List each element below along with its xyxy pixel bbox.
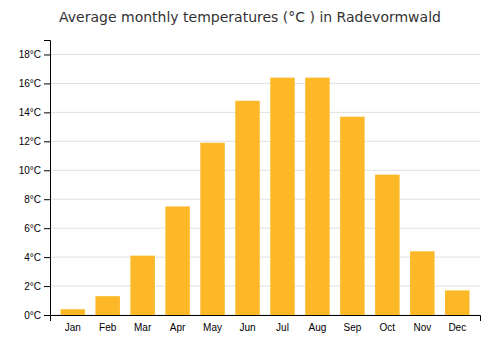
tick-label: Sep: [343, 322, 361, 333]
bar: [95, 296, 119, 315]
x-tick: Oct: [380, 322, 396, 333]
tick-label: Jun: [239, 322, 255, 333]
plot: 0°C 2°C 4°C 6°C 8°C 10°C 12°C 14°C 16°C 18°C Jan Fe…: [19, 41, 481, 334]
title: Average monthly temperatures (°C ) in Ra…: [59, 9, 441, 25]
y-tick: 4°C: [24, 252, 50, 263]
x-tick: Jun: [239, 322, 255, 333]
tick-label: Jul: [276, 322, 289, 333]
tick-mark: [44, 112, 50, 113]
x-tick: Sep: [343, 322, 361, 333]
x-axis: Jan Feb Mar Apr May Jun Jul Aug Sep Oct Nov Dec: [51, 316, 481, 334]
x-tick: Apr: [170, 322, 186, 333]
y-axis: 0°C 2°C 4°C 6°C 8°C 10°C 12°C 14°C 16°C 18°C: [19, 41, 51, 321]
axis-line: [44, 41, 51, 316]
tick-label: 0°C: [24, 310, 41, 321]
tick-label: Feb: [99, 322, 117, 333]
x-tick: Dec: [448, 322, 466, 333]
tick-label: 12°C: [19, 136, 41, 147]
tick-mark: [44, 199, 50, 200]
tick-label: Nov: [413, 322, 431, 333]
grid-line: [50, 141, 480, 142]
y-tick: 6°C: [24, 223, 50, 234]
tick-mark: [44, 257, 50, 258]
y-tick: 10°C: [19, 165, 50, 176]
chart: Average monthly temperatures (°C ) in Ra…: [0, 0, 500, 350]
y-tick: 14°C: [19, 107, 50, 118]
tick-mark: [44, 228, 50, 229]
grid-line: [50, 170, 480, 171]
tick-label: 4°C: [24, 252, 41, 263]
y-tick: 12°C: [19, 136, 50, 147]
tick-label: Aug: [309, 322, 327, 333]
bar: [165, 206, 189, 315]
tick-mark: [44, 141, 50, 142]
grid-line: [50, 83, 480, 84]
tick-label: Jan: [65, 322, 81, 333]
tick-mark: [44, 54, 50, 55]
tick-mark: [44, 83, 50, 84]
grid: [50, 54, 480, 315]
bar: [60, 309, 84, 315]
x-tick: Jul: [276, 322, 289, 333]
bars: [60, 78, 469, 315]
bar: [410, 251, 434, 315]
tick-label: 10°C: [19, 165, 41, 176]
tick-label: Dec: [448, 322, 466, 333]
tick-label: Apr: [170, 322, 186, 333]
tick-mark: [44, 315, 50, 316]
x-tick: Mar: [134, 322, 152, 333]
tick-mark: [44, 286, 50, 287]
x-tick: Jan: [65, 322, 81, 333]
grid-line: [50, 54, 480, 55]
bar: [445, 290, 469, 315]
y-tick: 18°C: [19, 49, 50, 60]
tick-label: 14°C: [19, 107, 41, 118]
y-tick: 8°C: [24, 194, 50, 205]
bar: [130, 256, 154, 315]
axis-line: [51, 316, 481, 322]
grid-line: [50, 199, 480, 200]
tick-label: 8°C: [24, 194, 41, 205]
tick-label: May: [203, 322, 222, 333]
tick-label: 16°C: [19, 78, 41, 89]
x-tick: Aug: [309, 322, 327, 333]
x-tick: Nov: [413, 322, 431, 333]
tick-label: Oct: [380, 322, 396, 333]
y-tick: 2°C: [24, 281, 50, 292]
y-tick: 0°C: [24, 310, 50, 321]
x-tick: May: [203, 322, 222, 333]
tick-label: 2°C: [24, 281, 41, 292]
grid-line: [50, 112, 480, 113]
bar: [375, 175, 399, 315]
tick-mark: [44, 170, 50, 171]
bar: [200, 143, 224, 315]
bar: [235, 101, 259, 315]
grid-line: [50, 228, 480, 229]
tick-label: 18°C: [19, 49, 41, 60]
bar: [340, 117, 364, 315]
bar: [270, 78, 294, 315]
bar: [305, 78, 329, 315]
x-tick: Feb: [99, 322, 117, 333]
tick-label: 6°C: [24, 223, 41, 234]
tick-label: Mar: [134, 322, 152, 333]
y-tick: 16°C: [19, 78, 50, 89]
